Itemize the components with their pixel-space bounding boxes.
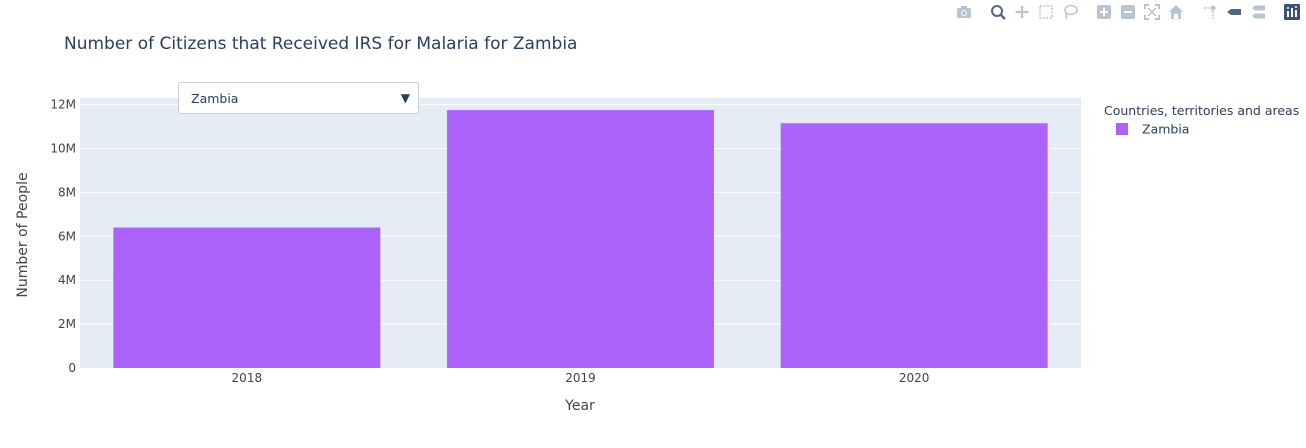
legend-title: Countries, territories and areas — [1104, 103, 1299, 118]
modebar — [942, 2, 1304, 22]
camera-icon[interactable] — [952, 2, 976, 22]
legend-label: Zambia — [1142, 122, 1189, 137]
y-tick-label: 6M — [58, 229, 76, 243]
bar-2018[interactable] — [113, 227, 381, 368]
bar-2020[interactable] — [780, 123, 1048, 369]
hover-closest-icon[interactable] — [1222, 2, 1246, 22]
x-tick-label: 2018 — [232, 371, 263, 385]
y-tick-label: 12M — [50, 98, 76, 112]
pan-icon[interactable] — [1010, 2, 1034, 22]
legend-item[interactable]: Zambia — [1116, 122, 1189, 137]
zoom-in-icon[interactable] — [1092, 2, 1116, 22]
box-select-icon[interactable] — [1034, 2, 1058, 22]
zoom-out-icon[interactable] — [1116, 2, 1140, 22]
lasso-select-icon[interactable] — [1058, 2, 1082, 22]
chart-title: Number of Citizens that Received IRS for… — [64, 34, 577, 54]
x-tick-label: 2020 — [899, 371, 930, 385]
y-tick-label: 4M — [58, 273, 76, 287]
x-axis-title: Year — [564, 398, 595, 414]
y-tick-label: 2M — [58, 317, 76, 331]
x-axis-ticks: 2018 2019 2020 — [232, 371, 930, 385]
bar-2019[interactable] — [447, 110, 714, 368]
autoscale-icon[interactable] — [1140, 2, 1164, 22]
y-axis-title: Number of People — [15, 172, 31, 297]
bars — [113, 110, 1048, 369]
y-tick-label: 0 — [68, 361, 76, 375]
dropdown-arrow-icon: ▼ — [400, 91, 410, 105]
dropdown-selected-value: Zambia — [191, 90, 239, 106]
zoom-icon[interactable] — [986, 2, 1010, 22]
hover-compare-icon[interactable] — [1246, 2, 1270, 22]
legend-swatch — [1116, 123, 1128, 135]
reset-axes-icon[interactable] — [1164, 2, 1188, 22]
y-axis-ticks: 0 2M 4M 6M 8M 10M 12M — [50, 98, 76, 375]
spike-lines-icon[interactable] — [1198, 2, 1222, 22]
plotly-logo-icon[interactable] — [1280, 2, 1304, 22]
x-tick-label: 2019 — [565, 371, 596, 385]
y-tick-label: 8M — [58, 185, 76, 199]
legend: Countries, territories and areas Zambia — [1104, 103, 1299, 137]
country-dropdown[interactable]: Zambia ▼ — [178, 82, 419, 114]
y-tick-label: 10M — [50, 141, 76, 155]
